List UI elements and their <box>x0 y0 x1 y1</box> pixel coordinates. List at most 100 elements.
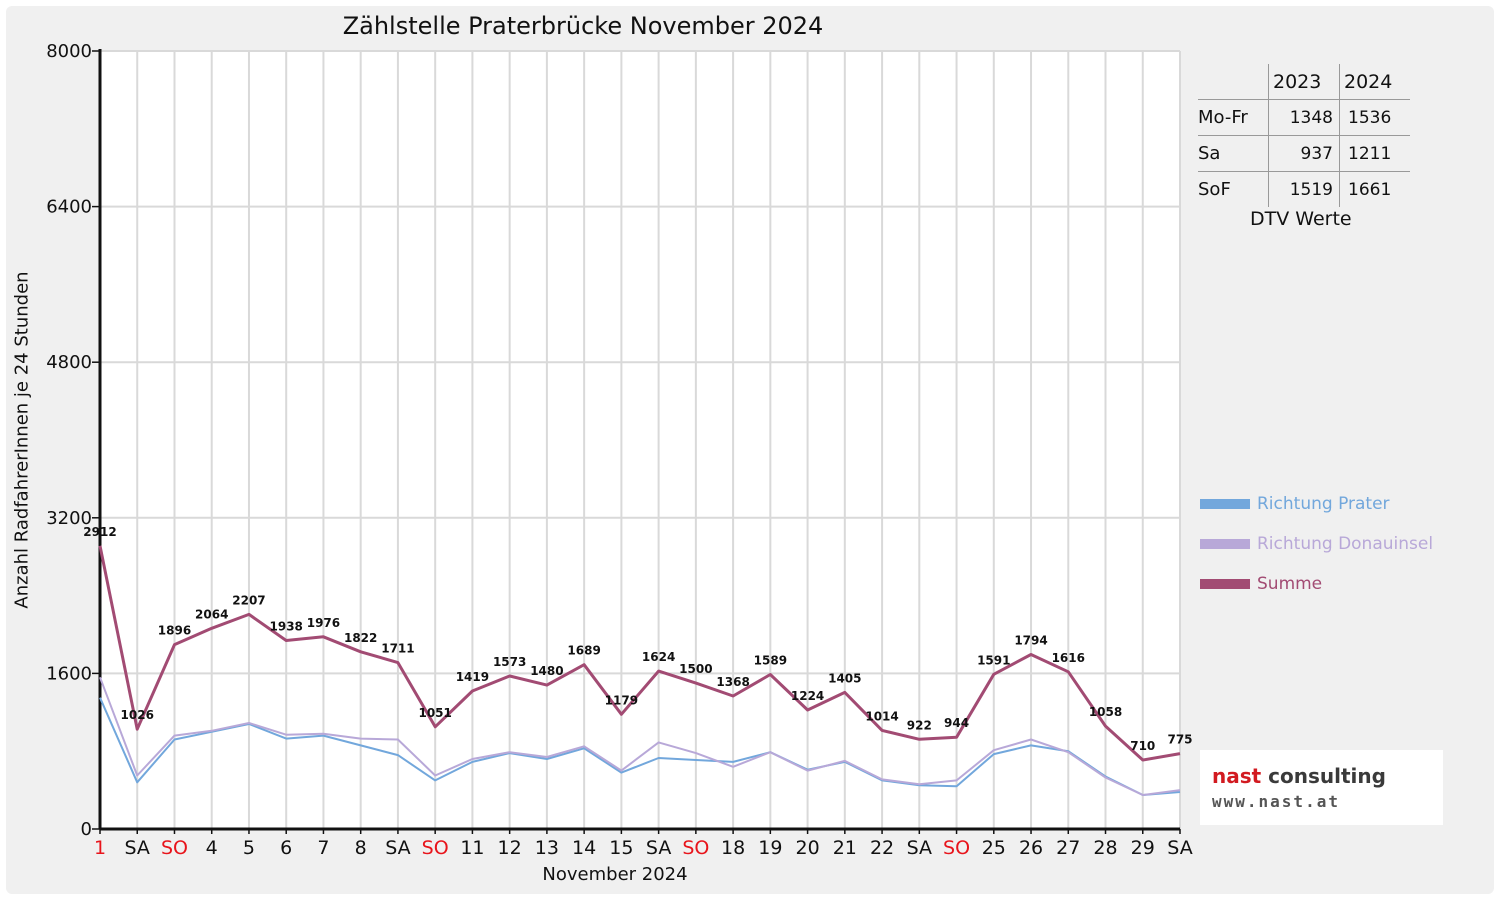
x-tick-label: SO <box>422 837 449 859</box>
series-line-0 <box>99 697 1181 796</box>
x-tick-label: 4 <box>206 837 218 859</box>
y-tick-label: 8000 <box>46 41 92 62</box>
dtv-cell: 1519 <box>1289 179 1333 200</box>
data-label: 1976 <box>307 616 340 630</box>
x-tick-label: 1 <box>94 837 106 859</box>
legend-label: Richtung Donauinsel <box>1257 534 1434 554</box>
x-tick-label: 29 <box>1131 837 1155 859</box>
data-label: 1689 <box>567 644 600 658</box>
legend-item-donauinsel: Richtung Donauinsel <box>1200 533 1433 555</box>
data-label: 1938 <box>270 620 303 634</box>
x-tick-label: 6 <box>280 837 292 859</box>
x-axis-label: November 2024 <box>542 864 688 885</box>
tick-labels: 0 1600 3200 4800 6400 8000 1 SA SO 4 5 6 7 8 SA SO 11 12 1… <box>46 41 1193 859</box>
legend-item-summe: Summe <box>1200 573 1322 595</box>
dtv-corner <box>1198 64 1269 100</box>
x-tick-label: SA <box>385 837 410 859</box>
legend-item-prater: Richtung Prater <box>1200 493 1390 515</box>
y-tick-label: 0 <box>81 819 92 840</box>
data-label: 1014 <box>865 709 898 723</box>
x-tick-label: 11 <box>460 837 484 859</box>
x-tick-label: SA <box>125 837 150 859</box>
legend-swatch <box>1200 579 1250 589</box>
x-tick-label: 15 <box>609 837 633 859</box>
grid <box>100 50 1181 829</box>
x-tick-label: SO <box>682 837 709 859</box>
x-tick-label: SA <box>1167 837 1192 859</box>
data-label: 2207 <box>232 593 265 607</box>
dtv-cell: 937 <box>1300 143 1333 164</box>
dtv-row-label: SoF <box>1198 179 1231 200</box>
legend-label: Richtung Prater <box>1257 494 1390 514</box>
data-label: 1794 <box>1014 634 1047 648</box>
data-label: 1591 <box>977 653 1010 667</box>
x-tick-label: SO <box>943 837 970 859</box>
data-label: 922 <box>907 718 932 732</box>
company-logo: nast consulting www.nast.at <box>1200 750 1443 825</box>
data-label: 1405 <box>828 671 861 685</box>
x-tick-label: 28 <box>1093 837 1117 859</box>
x-tick-label: 14 <box>572 837 596 859</box>
x-tick-label: 7 <box>317 837 329 859</box>
data-label: 1896 <box>158 624 191 638</box>
dtv-col-2024: 2024 <box>1344 70 1393 93</box>
dtv-cell: 1348 <box>1289 107 1333 128</box>
logo-text-nast: nast <box>1212 764 1262 788</box>
data-label: 1368 <box>716 675 749 689</box>
data-label: 1419 <box>456 670 489 684</box>
data-label: 1589 <box>754 653 787 667</box>
data-label: 1822 <box>344 631 377 645</box>
data-label: 1480 <box>530 664 563 678</box>
series-line-2 <box>98 545 1181 762</box>
data-label: 944 <box>944 716 969 730</box>
dtv-cell: 1211 <box>1348 143 1392 164</box>
dtv-col-2023: 2023 <box>1273 70 1322 93</box>
data-label: 1224 <box>791 689 824 703</box>
x-tick-label: 18 <box>721 837 745 859</box>
data-label: 1058 <box>1089 705 1122 719</box>
plot-area <box>100 51 1180 829</box>
x-tick-label: 13 <box>535 837 559 859</box>
legend-label: Summe <box>1257 574 1323 594</box>
data-label: 710 <box>1130 739 1155 753</box>
dtv-caption: DTV Werte <box>1250 208 1352 230</box>
series-lines <box>98 545 1181 796</box>
data-label: 1500 <box>679 662 712 676</box>
x-tick-label: 21 <box>833 837 857 859</box>
data-label: 2912 <box>83 525 116 539</box>
y-tick-label: 6400 <box>46 197 92 218</box>
y-tick-label: 3200 <box>46 508 92 529</box>
dtv-row-label: Mo-Fr <box>1198 99 1269 136</box>
x-tick-label: 20 <box>795 837 819 859</box>
data-label: 1616 <box>1052 651 1085 665</box>
legend-swatch <box>1200 499 1250 509</box>
x-tick-label: SA <box>646 837 671 859</box>
x-tick-label: SO <box>161 837 188 859</box>
data-labels: 2912 1026 1896 2064 2207 1938 1976 1822 1711 1051… <box>83 525 1192 753</box>
x-tick-label: 8 <box>355 837 367 859</box>
x-tick-label: 5 <box>243 837 255 859</box>
y-tick-label: 1600 <box>46 663 92 684</box>
dtv-row-label: Sa <box>1198 135 1269 172</box>
chart-title: Zählstelle Praterbrücke November 2024 <box>342 12 824 40</box>
x-tick-label: 12 <box>498 837 522 859</box>
x-tick-label: 19 <box>758 837 782 859</box>
data-label: 1573 <box>493 655 526 669</box>
data-label: 2064 <box>195 607 228 621</box>
logo-url: www.nast.at <box>1212 792 1340 811</box>
y-tick-label: 4800 <box>46 352 92 373</box>
dtv-cell: 1536 <box>1348 107 1392 128</box>
data-label: 775 <box>1167 733 1192 747</box>
x-tick-label: 27 <box>1056 837 1080 859</box>
data-label: 1711 <box>381 642 414 656</box>
x-tick-label: 26 <box>1019 837 1043 859</box>
legend-swatch <box>1200 539 1250 549</box>
data-label: 1179 <box>605 693 638 707</box>
logo-text-consulting: consulting <box>1261 764 1386 788</box>
x-tick-label: SA <box>907 837 932 859</box>
data-label: 1051 <box>418 706 451 720</box>
x-tick-label: 25 <box>982 837 1006 859</box>
data-label: 1026 <box>121 708 154 722</box>
x-tick-label: 22 <box>870 837 894 859</box>
